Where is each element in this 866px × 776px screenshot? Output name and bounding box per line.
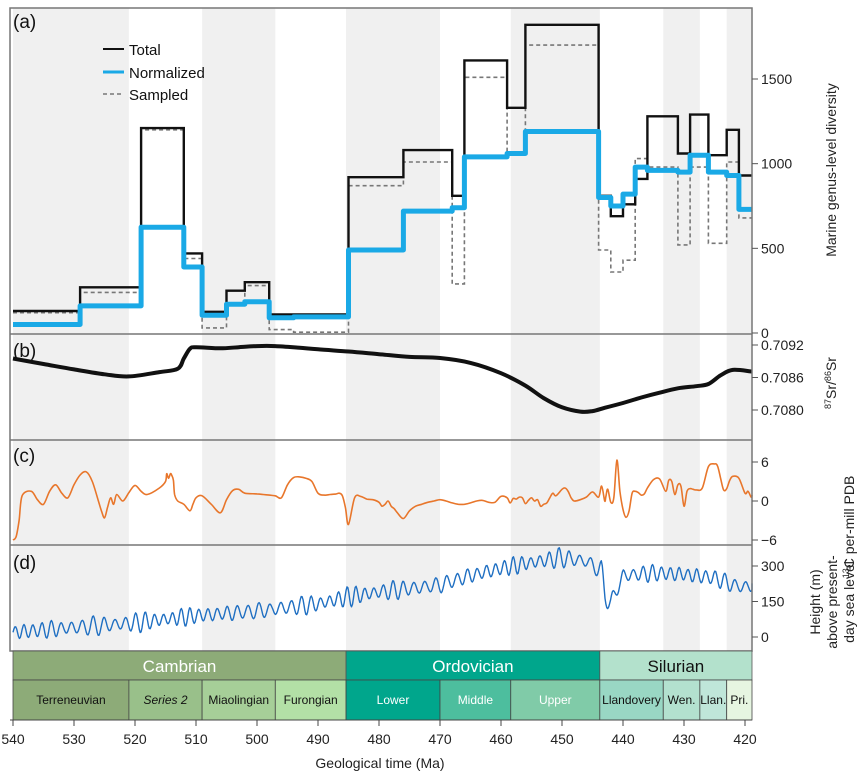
- legend-label-sampled: Sampled: [129, 87, 188, 104]
- period-cell-ordovician: [345, 650, 601, 681]
- axes: 0 500 1000 1500 0.7080 0.7086 0.7092 −6 0 6 0 150 30…: [1, 71, 804, 747]
- xtick-label: 490: [306, 731, 330, 747]
- epoch-label: Llandovery: [602, 693, 661, 707]
- legend-label-total: Total: [129, 42, 161, 59]
- series-layer: [12, 23, 753, 640]
- ytick-label-c: −6: [761, 532, 777, 548]
- ytick-label-c: 6: [761, 454, 769, 470]
- ytick-label-a: 500: [761, 240, 785, 256]
- background-bands: [13, 8, 752, 651]
- series-carbon-isotope-line: [12, 459, 753, 541]
- background-band: [13, 8, 129, 651]
- ylabel-b-sup1: 87: [823, 399, 833, 409]
- period-label-ordovician: Ordovician: [432, 657, 513, 676]
- ylabel-c: 13C per-mill PDB: [841, 476, 857, 579]
- xtick-label: 510: [184, 731, 208, 747]
- ylabel-c-sup: 13: [841, 568, 851, 578]
- epoch-label: Llan.: [700, 693, 726, 707]
- xtick-label: 440: [611, 731, 635, 747]
- ylabel-d-line3: day sea level: [841, 561, 857, 643]
- ytick-label-b: 0.7080: [761, 402, 804, 418]
- epoch-label: Series 2: [143, 693, 187, 707]
- panel-label-c: (c): [13, 446, 35, 467]
- epoch-label: Pri.: [730, 693, 748, 707]
- epoch-cell: [345, 679, 441, 721]
- ytick-label-a: 1500: [761, 71, 792, 87]
- ytick-label-d: 300: [761, 558, 785, 574]
- series-sampled-line: [13, 44, 752, 333]
- epoch-label: Middle: [458, 693, 494, 707]
- panel-frames: [9, 7, 753, 652]
- ytick-label-a: 1000: [761, 156, 792, 172]
- xtick-label: 420: [733, 731, 757, 747]
- ylabel-b-base2: Sr: [823, 357, 839, 371]
- ylabel-b: 87Sr/86Sr: [823, 357, 839, 409]
- series-sr-isotope-line: [12, 343, 753, 414]
- period-cell-silurian: [599, 650, 753, 681]
- epoch-cell: [12, 679, 130, 721]
- background-band: [346, 8, 440, 651]
- panel-label-a: (a): [13, 12, 36, 33]
- series-normalized-line: [13, 129, 752, 327]
- xtick-label: 520: [123, 731, 147, 747]
- period-label-cambrian: Cambrian: [143, 657, 217, 676]
- epoch-label: Furongian: [284, 693, 338, 707]
- epoch-label: Lower: [377, 693, 410, 707]
- epoch-cell: [439, 679, 512, 721]
- xtick-label: 540: [1, 731, 25, 747]
- ytick-label-c: 0: [761, 493, 769, 509]
- epoch-label: Terreneuvian: [36, 693, 105, 707]
- panel-label-b: (b): [13, 341, 36, 362]
- stratigraphy-table: Cambrian Ordovician Silurian Terreneuvian Se…: [12, 650, 753, 721]
- ylabel-a: Marine genus-level diversity: [823, 83, 839, 257]
- epoch-cell: [662, 679, 701, 721]
- ylabel-c-base: C per-mill PDB: [841, 476, 857, 569]
- epoch-label: Upper: [539, 693, 572, 707]
- background-band: [510, 8, 600, 651]
- background-band: [202, 8, 276, 651]
- series-sea-level-line: [12, 547, 753, 640]
- epoch-cell: [274, 679, 347, 721]
- xtick-label: 530: [62, 731, 86, 747]
- epoch-cell: [726, 679, 753, 721]
- xtick-label: 480: [367, 731, 391, 747]
- ytick-label-b: 0.7092: [761, 337, 804, 353]
- ytick-label-d: 0: [761, 629, 769, 645]
- ytick-label-b: 0.7086: [761, 370, 804, 386]
- legend: Total Normalized Sampled: [103, 42, 205, 104]
- ylabel-d-line2: above present-: [824, 555, 840, 649]
- xtick-label: 450: [550, 731, 574, 747]
- legend-label-normalized: Normalized: [129, 65, 205, 82]
- epoch-label: Wen.: [668, 693, 696, 707]
- xtick-label: 500: [245, 731, 269, 747]
- xtick-label: 460: [489, 731, 513, 747]
- ytick-label-a: 0: [761, 325, 769, 341]
- ylabel-d-line1: Height (m): [807, 569, 823, 634]
- xtick-label: 430: [672, 731, 696, 747]
- period-cell-cambrian: [12, 650, 347, 681]
- panel-label-d: (d): [13, 553, 36, 574]
- xlabel: Geological time (Ma): [315, 755, 444, 771]
- epoch-cell: [510, 679, 601, 721]
- ylabel-b-base1: Sr/: [823, 381, 839, 399]
- epoch-label: Miaolingian: [208, 693, 269, 707]
- period-label-silurian: Silurian: [648, 657, 705, 676]
- background-band: [726, 8, 752, 651]
- xtick-label: 470: [428, 731, 452, 747]
- ytick-label-d: 150: [761, 594, 785, 610]
- background-band: [663, 8, 700, 651]
- ylabel-b-sup2: 86: [823, 371, 833, 381]
